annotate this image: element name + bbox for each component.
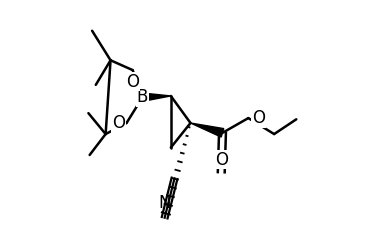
Text: O: O: [252, 109, 265, 127]
Text: N: N: [158, 194, 171, 212]
Text: O: O: [126, 73, 139, 91]
Polygon shape: [190, 123, 224, 137]
Text: O: O: [112, 114, 125, 132]
Polygon shape: [142, 93, 171, 101]
Text: B: B: [137, 88, 148, 106]
Text: O: O: [215, 151, 228, 169]
